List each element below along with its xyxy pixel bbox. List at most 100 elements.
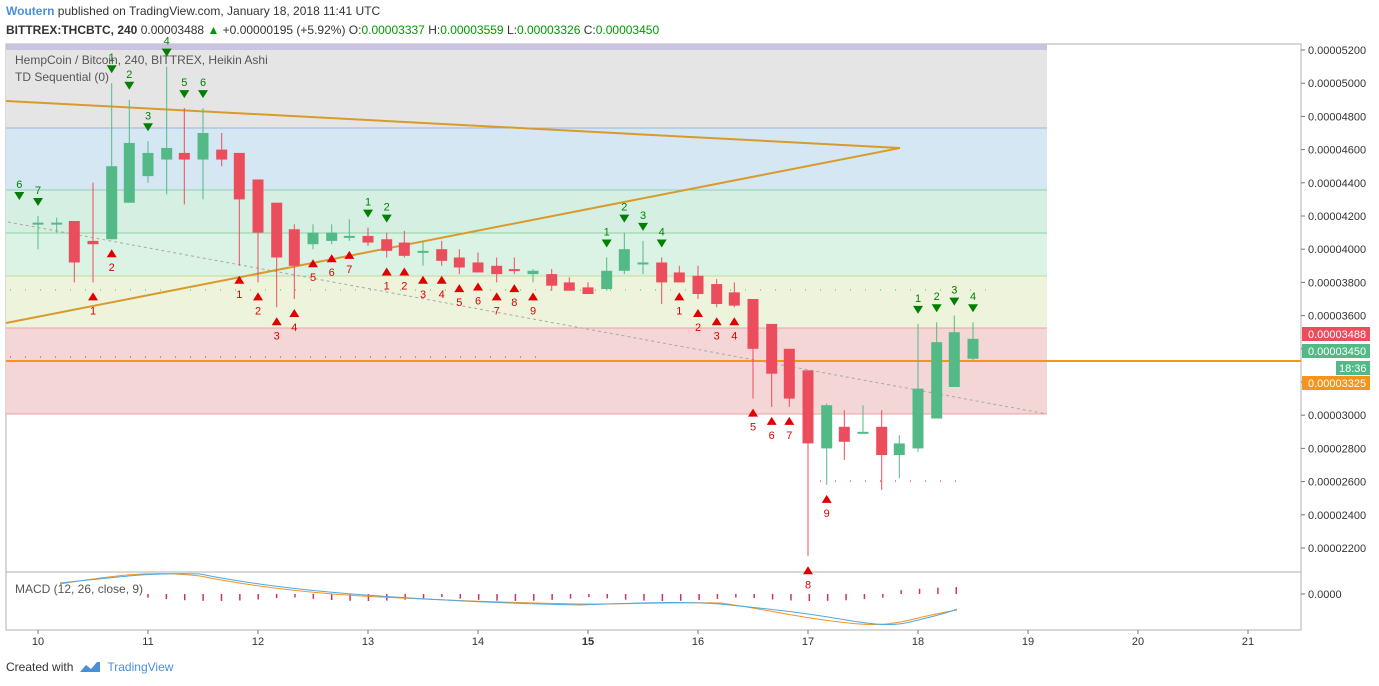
- td-sell-arrow-icon: [949, 297, 960, 306]
- y-axis[interactable]: 0.00005200 0.00005000 0.00004800 0.00004600…: [1301, 45, 1366, 555]
- candle-body[interactable]: [876, 426, 888, 456]
- candle-body[interactable]: [967, 338, 979, 359]
- td-buy-label: 6: [475, 295, 481, 307]
- candle-body[interactable]: [637, 262, 649, 265]
- td-buy-arrow-icon: [289, 309, 300, 317]
- candle-body[interactable]: [106, 166, 118, 240]
- candle-body[interactable]: [161, 147, 173, 160]
- zone-yellow: [6, 276, 1047, 328]
- publish-line: Woutern published on TradingView.com, Ja…: [6, 4, 380, 18]
- td-buy-label: 2: [255, 305, 261, 317]
- candle-body[interactable]: [821, 405, 833, 449]
- candle-body[interactable]: [142, 152, 154, 177]
- candle-body[interactable]: [601, 270, 613, 290]
- candle-body[interactable]: [381, 239, 393, 251]
- candle-body[interactable]: [711, 284, 723, 304]
- candle-body[interactable]: [893, 443, 905, 456]
- candle-body[interactable]: [673, 272, 685, 283]
- x-tick-label: 18: [912, 636, 924, 648]
- td-buy-label: 1: [676, 305, 682, 317]
- td-buy-arrow-icon: [454, 284, 465, 293]
- candle-body[interactable]: [948, 332, 960, 387]
- candle-body[interactable]: [857, 431, 869, 434]
- candle-body[interactable]: [472, 262, 484, 273]
- candle-body[interactable]: [87, 240, 99, 245]
- y-tick-label: 0.00005000: [1308, 78, 1366, 90]
- candle-body[interactable]: [912, 388, 924, 449]
- candle-body[interactable]: [68, 220, 80, 263]
- upper-trendline[interactable]: [5, 100, 901, 149]
- ohlc-line: BITTREX:THCBTC, 240 0.00003488 ▲ +0.0000…: [6, 23, 659, 37]
- candle-body[interactable]: [453, 257, 465, 268]
- candle-body[interactable]: [491, 265, 503, 275]
- candle-body[interactable]: [307, 232, 319, 245]
- candle-body[interactable]: [527, 270, 539, 275]
- candle-body[interactable]: [692, 275, 704, 295]
- candle-body[interactable]: [417, 250, 429, 253]
- candle-body[interactable]: [582, 287, 594, 295]
- author-name[interactable]: Woutern: [6, 4, 55, 18]
- candle-body[interactable]: [656, 262, 668, 283]
- td-sell-label: 2: [934, 291, 940, 303]
- td-buy-arrow-icon: [711, 317, 722, 326]
- candle-body[interactable]: [216, 149, 228, 160]
- candle-body[interactable]: [618, 249, 630, 271]
- td-sell-arrow-icon: [931, 304, 942, 313]
- price-change: +0.00000195 (+5.92%): [222, 23, 346, 37]
- candle-body[interactable]: [563, 282, 575, 291]
- td-sell-label: 3: [640, 210, 646, 222]
- candle-body[interactable]: [326, 232, 338, 241]
- fib-zones: [6, 44, 1047, 415]
- td-buy-label: 2: [401, 281, 407, 293]
- candle-body[interactable]: [51, 222, 63, 225]
- x-tick-label: 14: [472, 636, 484, 648]
- candle-body[interactable]: [931, 342, 943, 419]
- td-buy-arrow-icon: [473, 282, 483, 291]
- change-arrow-icon: ▲: [207, 23, 220, 37]
- td-buy-arrow-icon: [729, 317, 740, 326]
- td-buy-label: 7: [346, 264, 352, 276]
- candle-body[interactable]: [123, 142, 135, 203]
- low-label: L:: [506, 23, 517, 37]
- countdown-text: 18:36: [1339, 363, 1367, 375]
- candle-body[interactable]: [252, 179, 264, 233]
- candle-body[interactable]: [398, 242, 410, 256]
- x-tick-label: 16: [692, 636, 704, 648]
- td-buy-arrow-icon: [674, 292, 685, 301]
- candle-body[interactable]: [32, 222, 44, 225]
- candle-body[interactable]: [802, 370, 814, 444]
- candle-body[interactable]: [343, 235, 355, 238]
- macd-zero-label: 0.0000: [1308, 589, 1342, 601]
- x-axis[interactable]: 10 11 12 13 14 15 16 17 18 19 20 21: [32, 630, 1254, 648]
- candle-body[interactable]: [766, 323, 778, 374]
- candle-body[interactable]: [728, 292, 740, 306]
- candle-body[interactable]: [178, 152, 190, 160]
- candle-body[interactable]: [233, 152, 245, 200]
- candle-body[interactable]: [362, 235, 374, 243]
- y-tick-label: 0.00003600: [1308, 311, 1366, 323]
- last-price-tag: 0.00003488: [1302, 327, 1370, 341]
- candle-body[interactable]: [436, 249, 448, 261]
- candle-body[interactable]: [271, 202, 283, 258]
- td-buy-arrow-icon: [766, 416, 777, 425]
- td-buy-arrow-icon: [821, 494, 832, 503]
- candle-body[interactable]: [747, 299, 759, 349]
- candle-body[interactable]: [288, 229, 300, 266]
- lower-trendline[interactable]: [5, 147, 901, 324]
- td-buy-arrow-icon: [88, 292, 98, 301]
- td-buy-label: 9: [530, 305, 536, 317]
- candle-body[interactable]: [546, 274, 558, 286]
- tradingview-brand[interactable]: TradingView: [107, 660, 174, 674]
- td-sell-label: 2: [126, 69, 132, 81]
- candle-body[interactable]: [783, 348, 795, 399]
- candle-body[interactable]: [838, 426, 850, 442]
- y-tick-label: 0.00002800: [1308, 443, 1366, 455]
- x-tick-label: 11: [142, 636, 153, 648]
- candle-body[interactable]: [508, 269, 520, 272]
- published-text: published on TradingView.com, January 18…: [57, 4, 381, 18]
- last-price: 0.00003488: [140, 23, 205, 37]
- candle-body[interactable]: [197, 133, 209, 160]
- footer: Created with TradingView: [6, 660, 173, 674]
- td-sell-label: 5: [181, 77, 187, 89]
